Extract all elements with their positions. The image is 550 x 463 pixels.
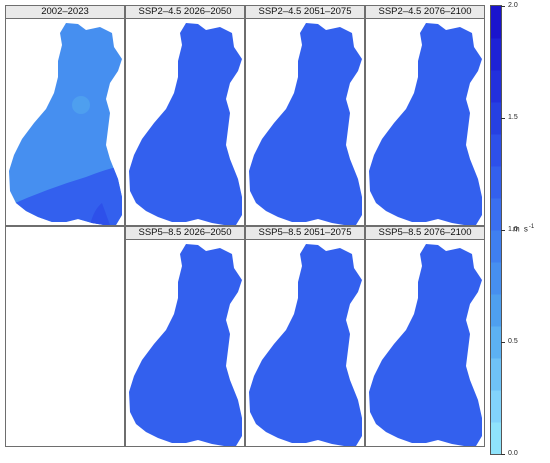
region-fill bbox=[249, 23, 362, 225]
map-panel: SSP5–8.5 2026–2050 bbox=[125, 226, 245, 447]
map-panel: SSP2–4.5 2051–2075 bbox=[245, 5, 365, 226]
map-panel: SSP5–8.5 2051–2075 bbox=[245, 226, 365, 447]
region-fill bbox=[129, 23, 242, 225]
region-map bbox=[129, 244, 242, 446]
colorbar-tick-label: 1.5 bbox=[508, 114, 518, 121]
colorbar-band bbox=[491, 326, 501, 359]
colorbar-band bbox=[491, 262, 501, 295]
colorbar-band bbox=[491, 102, 501, 135]
region-fill bbox=[249, 244, 362, 446]
colorbar-tick bbox=[501, 230, 505, 231]
colorbar-band bbox=[491, 422, 501, 454]
region-fill bbox=[129, 244, 242, 446]
colorbar-band bbox=[491, 6, 501, 39]
colorbar-band bbox=[491, 390, 501, 423]
colorbar-band bbox=[491, 70, 501, 103]
colorbar-band bbox=[491, 358, 501, 391]
panel-title: SSP5–8.5 2026–2050 bbox=[126, 227, 244, 240]
colorbar-tick bbox=[501, 118, 505, 119]
colorbar-tick-label: 0.5 bbox=[508, 338, 518, 345]
panel-title: 2002–2023 bbox=[6, 6, 124, 19]
colorbar-band bbox=[491, 230, 501, 263]
unit-exponent: -1 bbox=[528, 224, 535, 230]
map-panel: 2002–2023 bbox=[5, 5, 125, 226]
colorbar-band bbox=[491, 166, 501, 199]
colorbar-tick bbox=[501, 454, 505, 455]
unit-label: m s bbox=[513, 224, 529, 234]
panel-title: SSP5–8.5 2051–2075 bbox=[246, 227, 364, 240]
region-map bbox=[369, 244, 482, 446]
map-panel bbox=[5, 226, 125, 447]
region-fill bbox=[369, 23, 482, 225]
colorbar-gradient bbox=[491, 6, 501, 454]
panel-title: SSP5–8.5 2076–2100 bbox=[366, 227, 484, 240]
region-map bbox=[129, 23, 242, 225]
zone-high-wind bbox=[9, 165, 122, 225]
region-map bbox=[249, 23, 362, 225]
zone-peak-wind bbox=[90, 203, 110, 225]
colorbar-band bbox=[491, 134, 501, 167]
region-fill bbox=[369, 244, 482, 446]
panel-title: SSP2–4.5 2026–2050 bbox=[126, 6, 244, 19]
panel-title: SSP2–4.5 2051–2075 bbox=[246, 6, 364, 19]
colorbar-tick-label: 0.0 bbox=[508, 450, 518, 457]
colorbar-band bbox=[491, 294, 501, 327]
colorbar-unit: m s-1 bbox=[513, 224, 534, 234]
map-panel: SSP5–8.5 2076–2100 bbox=[365, 226, 485, 447]
colorbar-tick-label: 1.0 bbox=[508, 226, 518, 233]
panel-title: SSP2–4.5 2076–2100 bbox=[366, 6, 484, 19]
region-map bbox=[9, 23, 122, 225]
colorbar-tick bbox=[501, 342, 505, 343]
zone-low-wind bbox=[72, 96, 90, 114]
region-map bbox=[369, 23, 482, 225]
region-map bbox=[249, 244, 362, 446]
colorbar-tick-label: 2.0 bbox=[508, 2, 518, 9]
map-panel: SSP2–4.5 2026–2050 bbox=[125, 5, 245, 226]
colorbar-band bbox=[491, 38, 501, 71]
colorbar-tick bbox=[501, 6, 505, 7]
map-panel: SSP2–4.5 2076–2100 bbox=[365, 5, 485, 226]
colorbar-band bbox=[491, 198, 501, 231]
